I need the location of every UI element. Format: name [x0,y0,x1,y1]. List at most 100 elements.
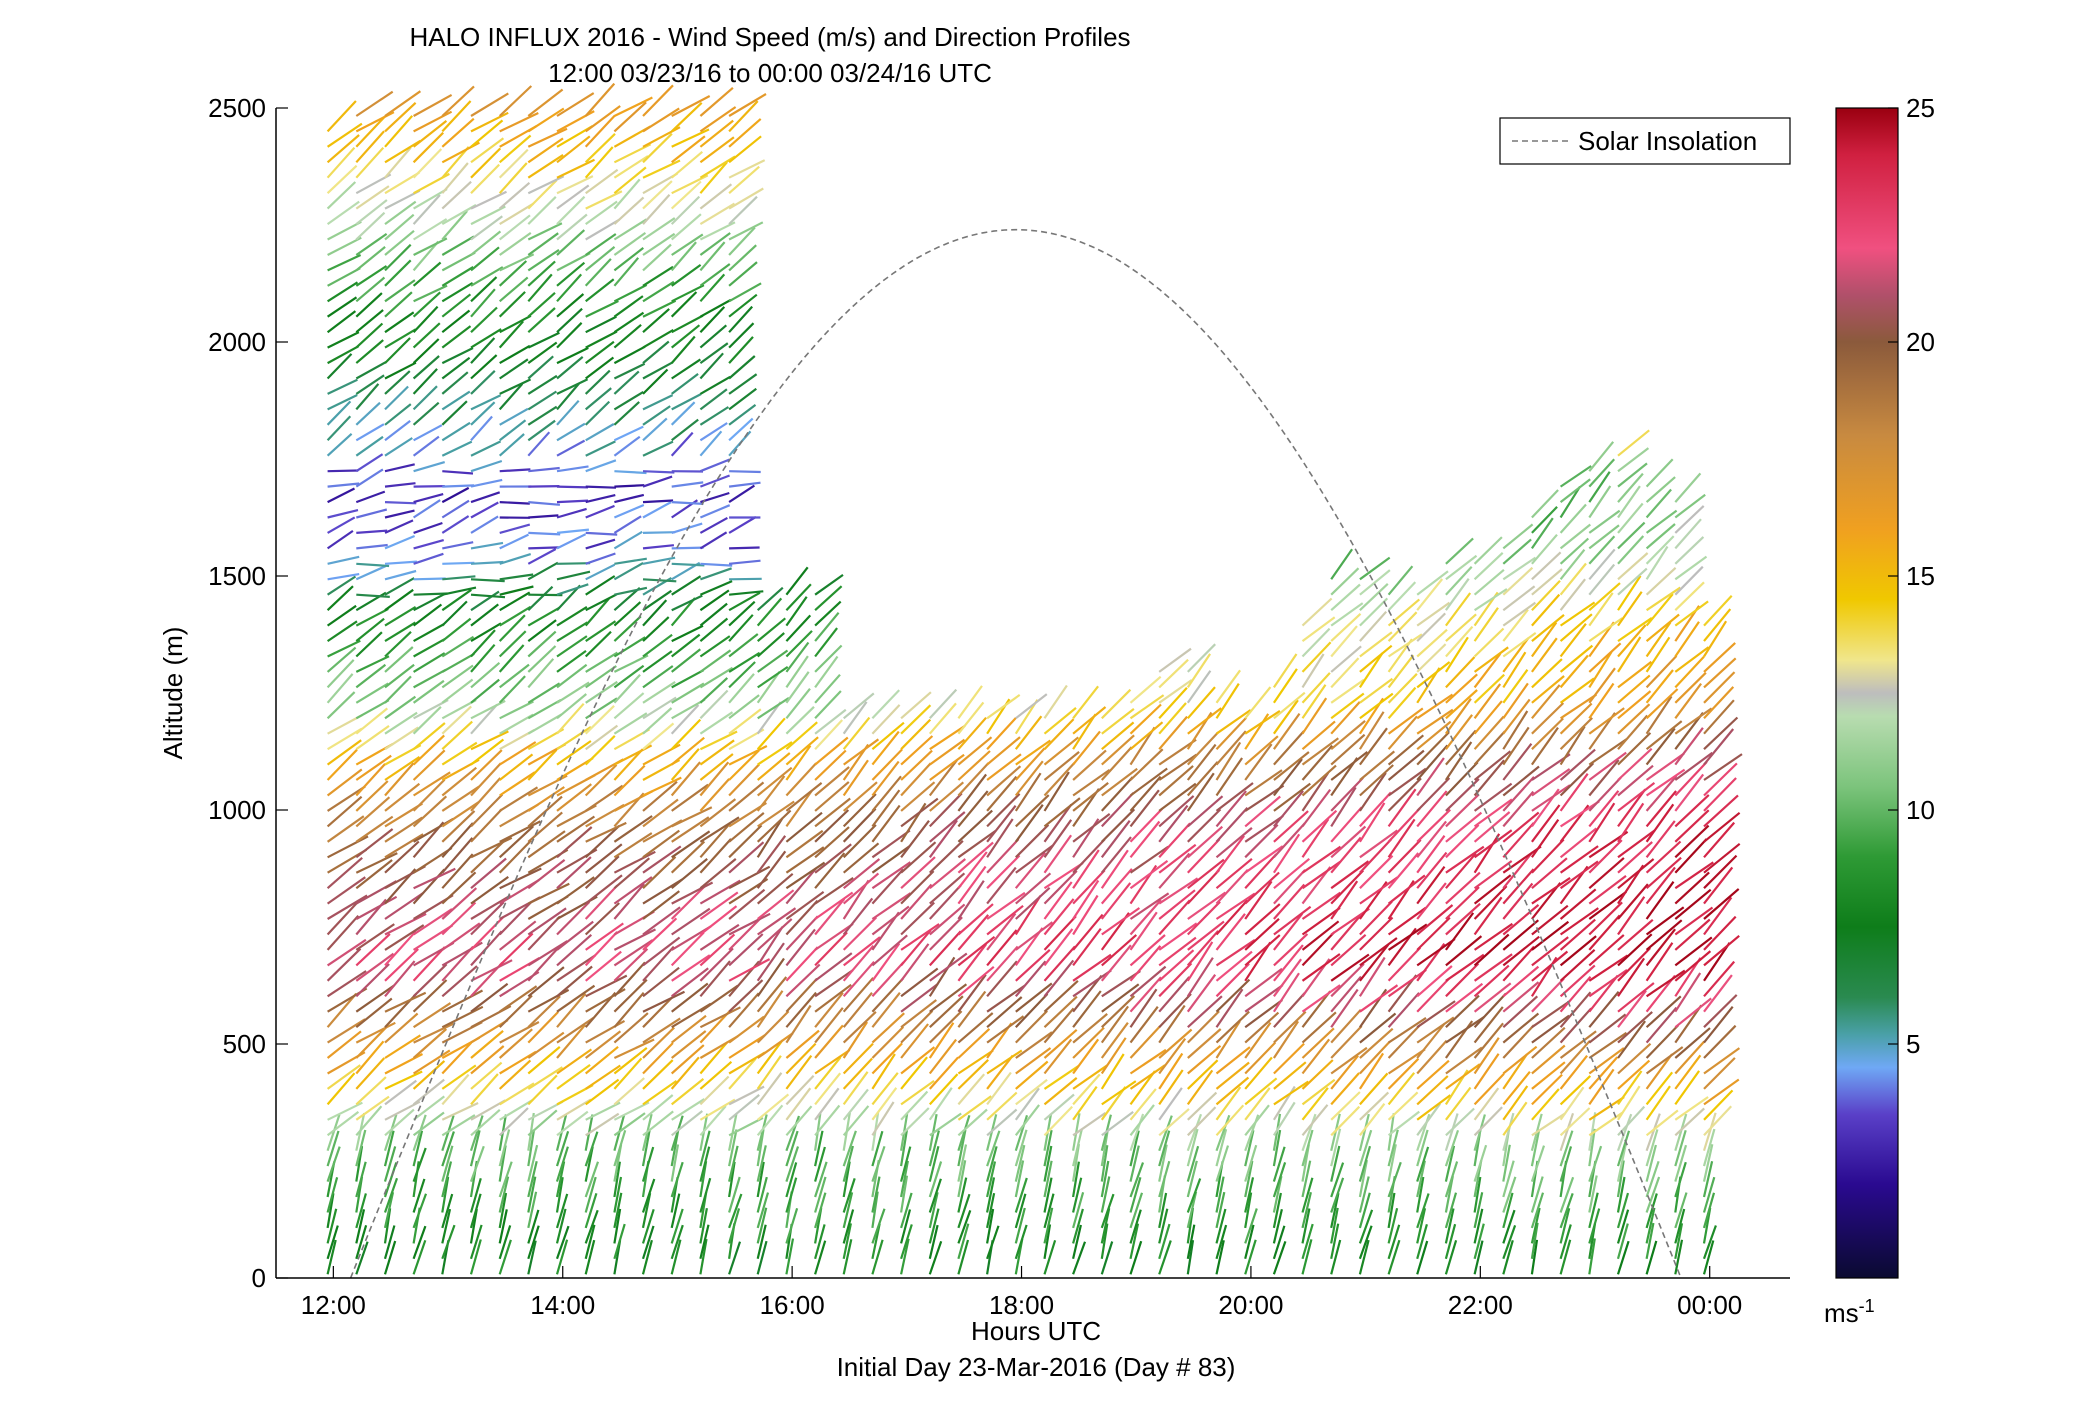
wind-barb [871,1053,896,1090]
wind-barb [326,1146,341,1182]
wind-barb [556,135,591,164]
wind-barb [1186,772,1215,812]
wind-barb [871,730,900,766]
wind-barb [1703,657,1737,689]
wind-barb [470,266,504,287]
wind-barb [384,482,416,488]
wind-barb [842,1161,851,1198]
wind-barb [957,1059,989,1090]
wind-barb [1330,612,1362,642]
wind-barb [1559,991,1592,1028]
wind-barb [1101,995,1136,1028]
wind-barb [355,1145,364,1182]
wind-barb [470,306,498,333]
wind-barb [1215,892,1256,920]
wind-barb [814,1224,826,1260]
wind-barb [498,644,525,673]
wind-barb [1645,1053,1673,1090]
wind-barb [412,1095,445,1121]
wind-barb [326,353,353,380]
wind-barb [1100,1145,1109,1182]
wind-barb [355,130,385,164]
wind-barb [1502,523,1534,550]
wind-barb [1100,1160,1110,1198]
wind-barb [814,969,854,998]
wind-barb [1100,1022,1129,1059]
wind-barb [1416,612,1446,642]
wind-barb [355,211,386,241]
wind-barb [814,690,842,720]
wind-barb [1588,707,1625,735]
wind-barb [1158,804,1189,843]
wind-barb [613,883,645,920]
wind-barb [670,597,696,627]
wind-barb [1129,1162,1145,1198]
wind-barb [1445,656,1476,689]
wind-barb [327,573,360,581]
wind-barb [1158,976,1191,1013]
wind-barb [1273,944,1304,982]
wind-barb [1445,625,1474,658]
wind-barb [527,630,557,658]
wind-barb [613,1176,623,1213]
wind-barb [1129,860,1169,890]
wind-barb [929,840,964,874]
wind-barb [1416,1193,1430,1229]
wind-barb [556,378,589,395]
wind-barb [326,795,363,828]
wind-barb [986,1177,996,1213]
wind-barb [556,783,592,812]
wind-barb [1330,1046,1368,1075]
wind-barb [671,314,704,334]
wind-barb [1588,802,1616,843]
wind-barb [1358,1209,1374,1244]
wind-barb [356,562,390,568]
wind-barb [1072,953,1112,982]
wind-barb [1559,486,1581,519]
wind-barb [1043,771,1070,812]
wind-barb [642,544,675,550]
wind-barb [555,1208,567,1244]
wind-barb [1645,1193,1658,1229]
wind-barb [1158,1069,1184,1106]
wind-barb [1559,964,1596,998]
wind-barb [842,824,877,859]
wind-barb [1244,1208,1258,1244]
wind-barb [671,1110,703,1137]
wind-barb [699,1146,711,1182]
wind-barb [499,533,529,550]
wind-barb [699,202,736,226]
wind-barb [326,1225,339,1260]
wind-barb [585,485,617,489]
legend[interactable]: Solar Insolation [1499,117,1791,165]
wind-barb [1186,731,1219,766]
wind-barb [327,487,355,504]
wind-barb [1588,1031,1628,1059]
wind-barb [1014,1144,1026,1182]
wind-barb [355,699,390,720]
wind-barb [326,146,356,179]
wind-barb [1703,699,1735,735]
wind-barb [814,766,850,797]
wind-barb [728,673,755,704]
wind-barb [584,705,615,735]
wind-barb [1645,1222,1655,1260]
wind-barb [957,1027,991,1059]
wind-barb [584,902,620,936]
wind-barb [1014,747,1046,781]
wind-barb [326,1239,337,1275]
wind-barb [1273,699,1299,735]
wind-barb [814,1087,840,1121]
wind-barb [642,599,668,627]
wind-barb [1617,567,1648,596]
wind-barb [1359,692,1394,720]
wind-barb [986,904,1024,936]
wind-barb [1559,1207,1571,1244]
wind-barb [441,180,472,210]
wind-barb [613,295,644,318]
wind-barb [1531,489,1559,519]
wind-barb [1502,637,1530,673]
wind-barb [613,673,641,704]
wind-barb [1358,1129,1373,1167]
wind-barb [556,856,592,890]
